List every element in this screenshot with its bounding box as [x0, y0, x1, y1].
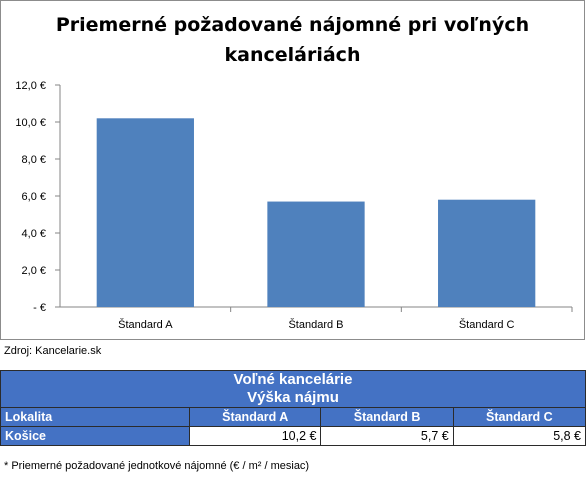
chart-title: Priemerné požadované nájomné pri voľných… — [0, 10, 585, 70]
x-tick-label-2: Štandard B — [288, 318, 343, 331]
row-location: Košice — [0, 426, 190, 446]
table-row: Košice 10,2 € 5,7 € 5,8 € — [0, 426, 587, 446]
y-tick-label-0: - € — [33, 302, 46, 314]
header-standard-a: Štandard A — [188, 407, 322, 427]
rent-table: Voľné kancelárie Výška nájmu Lokalita Št… — [0, 370, 587, 446]
y-tick-label-5: 10,0 € — [15, 117, 46, 129]
table-title-line-2: Výška nájmu — [247, 389, 339, 406]
table-header-row: Lokalita Štandard A Štandard B Štandard … — [0, 407, 587, 427]
y-tick-label-2: 4,0 € — [22, 228, 46, 240]
table-title: Voľné kancelárie Výška nájmu — [0, 370, 586, 408]
chart-title-line-2: kanceláriách — [224, 44, 361, 66]
value-standard-b: 5,7 € — [320, 426, 454, 446]
bar-2 — [267, 201, 365, 307]
footnote: * Priemerné požadované jednotkové nájomn… — [4, 460, 310, 472]
table-title-row: Voľné kancelárie Výška nájmu — [0, 370, 586, 408]
y-tick-label-1: 2,0 € — [22, 265, 46, 277]
value-standard-a: 10,2 € — [188, 426, 322, 446]
header-standard-b: Štandard B — [320, 407, 454, 427]
header-standard-c: Štandard C — [452, 407, 587, 427]
chart-title-line-1: Priemerné požadované nájomné pri voľných — [55, 14, 530, 36]
bar-3 — [438, 199, 536, 307]
x-tick-label-3: Štandard C — [459, 318, 515, 331]
y-tick-label-4: 8,0 € — [22, 154, 46, 166]
table-title-line-1: Voľné kancelárie — [233, 371, 353, 388]
header-location: Lokalita — [0, 407, 190, 427]
source-note: Zdroj: Kancelarie.sk — [4, 345, 102, 357]
value-standard-c: 5,8 € — [452, 426, 587, 446]
bar-1 — [96, 118, 194, 307]
y-tick-label-6: 12,0 € — [15, 80, 46, 92]
y-tick-label-3: 6,0 € — [22, 191, 46, 203]
x-tick-label-1: Štandard A — [118, 318, 173, 331]
bar-chart: - € 2,0 € 4,0 € 6,0 € 8,0 € 10,0 € 12,0 € Štand… — [15, 80, 573, 331]
